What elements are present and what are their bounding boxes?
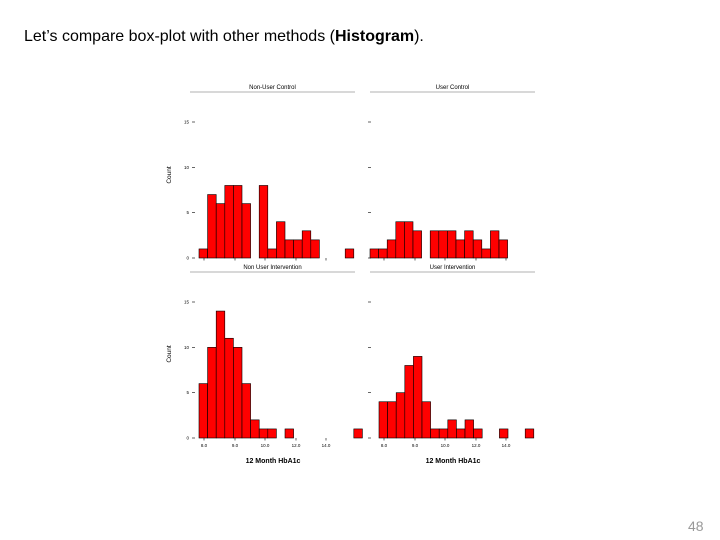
panel-1-bar-7: [258, 185, 269, 259]
panel-2-bar-11: [464, 230, 474, 259]
xlabel-left: 12 Month HbA1c: [246, 458, 301, 465]
panel-4-bar-4: [413, 356, 423, 439]
panel-2-bar-4: [404, 221, 414, 259]
panel-1-bar-2: [215, 203, 226, 259]
panel-4-xtick-label-4: 14.0: [502, 443, 511, 448]
panel-2-bar-1: [378, 248, 388, 259]
panel-1-bar-17: [344, 248, 355, 259]
panel-1-bar-11: [293, 239, 303, 259]
panel-4-bar-1: [387, 401, 397, 439]
panel-4-bar-9: [456, 428, 466, 439]
panel-1-ytick-label-1: 5: [186, 210, 189, 215]
panel-3-bar-6: [250, 419, 260, 439]
panel-3-xtick-label-0: 8.0: [201, 443, 208, 448]
panel-3-bar-18: [353, 428, 363, 439]
panel-1-bar-9: [276, 221, 286, 259]
panel-1-bar-13: [310, 239, 320, 259]
panel-3-bar-4: [233, 347, 243, 439]
panel-3-bar-0: [198, 383, 208, 439]
panel-4-xtick-label-2: 10.0: [441, 443, 450, 448]
panel-2-bar-9: [447, 230, 457, 259]
panel-1-bar-0: [198, 248, 208, 259]
ylabel-bottom: Count: [166, 345, 173, 363]
panel-4-xtick-label-0: 8.0: [381, 443, 388, 448]
panel-4-bar-3: [404, 365, 414, 439]
panel-2-bar-5: [412, 230, 422, 259]
panel-3-ytick-label-2: 10: [184, 345, 190, 350]
slide-title: Let’s compare box-plot with other method…: [24, 28, 424, 46]
page-number: 48: [688, 518, 704, 534]
panel-4-bar-10: [464, 419, 474, 439]
panel-2-bar-7: [429, 230, 440, 259]
panel-2-bar-15: [498, 239, 508, 259]
panel-2-bar-13: [481, 248, 491, 259]
panel-2-bar-8: [438, 230, 448, 259]
panel-1-bar-12: [301, 230, 312, 259]
panel-4-bar-14: [499, 428, 509, 439]
panel-3-title: Non User Intervention: [243, 265, 301, 271]
panel-3-ytick-label-0: 0: [186, 436, 189, 441]
panel-1-ytick-label-3: 15: [184, 120, 190, 125]
panel-1-ytick-label-0: 0: [186, 256, 189, 261]
panel-4-bar-7: [438, 428, 449, 439]
panel-1-bar-4: [233, 185, 243, 259]
panel-4-bar-11: [473, 428, 483, 439]
title-suffix: ).: [414, 28, 424, 45]
panel-1-bar-3: [224, 185, 234, 259]
title-prefix: Let’s compare box-plot with other method…: [24, 28, 335, 45]
panel-3-bar-1: [207, 347, 217, 439]
panel-3-ytick-label-3: 15: [184, 300, 190, 305]
panel-3-ytick-label-1: 5: [186, 390, 189, 395]
panel-1-bar-1: [207, 194, 217, 259]
panel-1-title: Non-User Control: [249, 85, 296, 91]
panel-4-bar-2: [395, 392, 406, 439]
panel-4-bar-17: [524, 428, 535, 439]
panel-4-xtick-label-3: 12.0: [472, 443, 481, 448]
panel-4-bar-6: [430, 428, 440, 439]
panel-4-bar-5: [421, 401, 431, 439]
panel-4-bar-0: [378, 401, 388, 439]
panel-3-bar-7: [258, 428, 269, 439]
panel-3-bar-2: [215, 310, 226, 439]
panel-2-bar-12: [472, 239, 483, 259]
panel-1-bar-10: [284, 239, 294, 259]
panel-3-xtick-label-2: 10.0: [261, 443, 270, 448]
panel-3-bar-5: [241, 383, 251, 439]
panel-3-xtick-label-1: 9.0: [232, 443, 239, 448]
panel-1-bar-8: [267, 248, 277, 259]
panel-4-bar-8: [447, 419, 457, 439]
panel-4-xtick-label-1: 9.0: [412, 443, 419, 448]
panel-2-bar-2: [386, 239, 397, 259]
panel-2-bar-14: [490, 230, 500, 259]
panel-1-bar-5: [241, 203, 251, 259]
histogram-figure: Non-User Control 0 5 10 15 User Control Non Us…: [166, 85, 535, 465]
panel-4-title: User Intervention: [430, 265, 476, 271]
panel-3-bar-8: [267, 428, 277, 439]
panel-1-ytick-label-2: 10: [184, 165, 190, 170]
xlabel-right: 12 Month HbA1c: [426, 458, 481, 465]
panel-3-bar-3: [224, 337, 234, 439]
panel-2-bar-0: [369, 248, 379, 259]
panel-3-bar-10: [284, 428, 294, 439]
panel-2-bar-10: [455, 239, 465, 259]
panel-3-xtick-label-3: 12.0: [292, 443, 301, 448]
panel-2-title: User Control: [436, 85, 470, 91]
ylabel-top: Count: [166, 166, 173, 184]
panel-2-bar-3: [395, 221, 405, 259]
panel-3-xtick-label-4: 14.0: [322, 443, 331, 448]
title-emphasis: Histogram: [334, 28, 415, 45]
